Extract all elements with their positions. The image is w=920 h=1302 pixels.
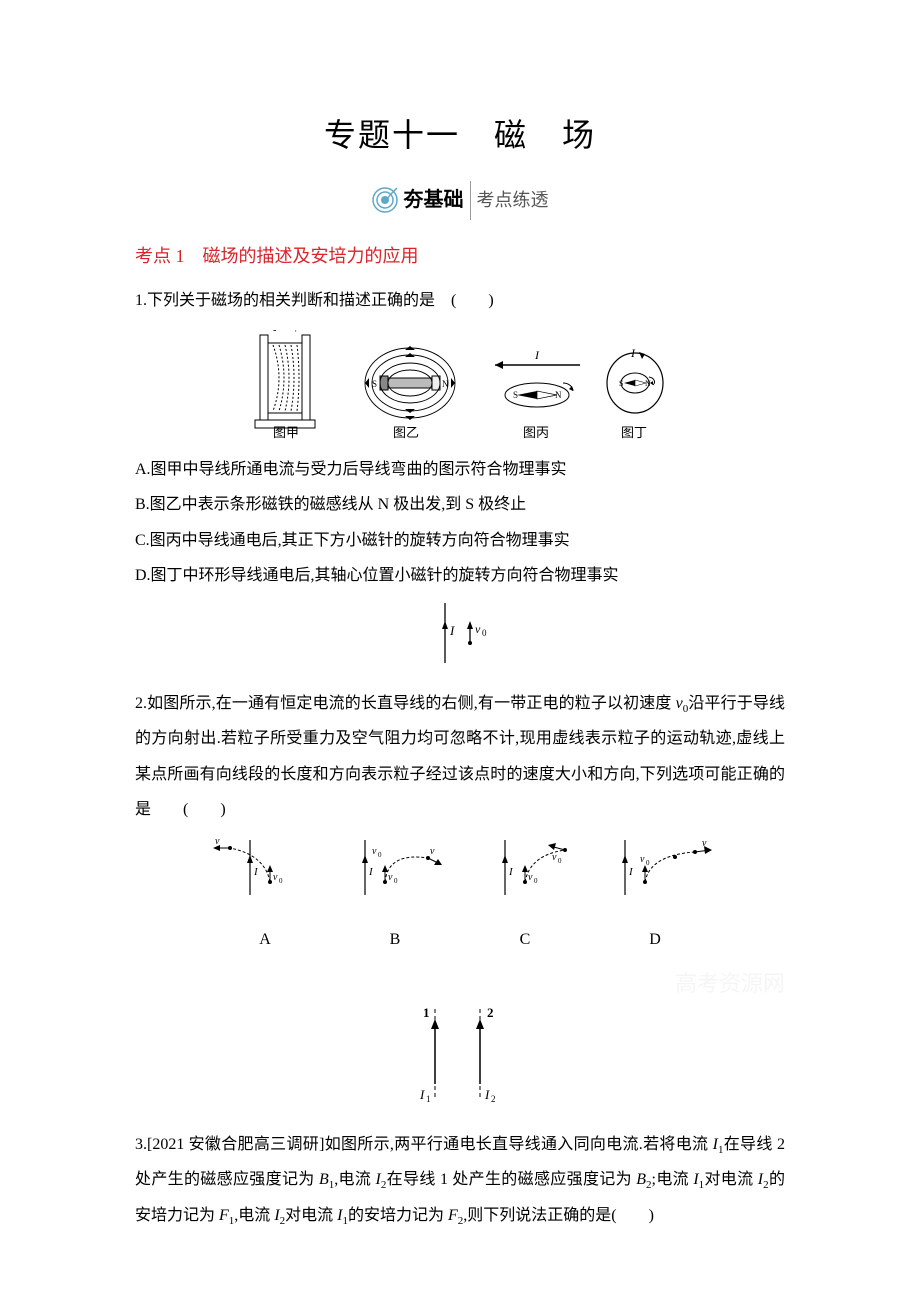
q2-label-b: B xyxy=(330,922,460,957)
svg-text:v: v xyxy=(215,836,220,847)
svg-text:0: 0 xyxy=(279,877,283,885)
q2-label-d: D xyxy=(590,922,720,957)
svg-text:+: + xyxy=(293,330,299,336)
page-title: 专题十一 磁 场 xyxy=(135,100,785,170)
svg-text:图乙: 图乙 xyxy=(393,425,419,440)
q1-option-a: A.图甲中导线所通电流与受力后导线弯曲的图示符合物理事实 xyxy=(135,452,785,487)
q2-stem-part1: 2.如图所示,在一通有恒定电流的长直导线的右侧,有一带正电的粒子以初速度 xyxy=(135,695,676,712)
svg-text:0: 0 xyxy=(482,628,487,638)
q3-stem: 3.[2021 安徽合肥高三调研]如图所示,两平行通电长直导线通入同向电流.若将… xyxy=(135,1127,785,1233)
svg-text:1: 1 xyxy=(423,1005,430,1020)
svg-text:N: N xyxy=(555,390,562,400)
svg-text:-: - xyxy=(273,330,276,336)
svg-text:N: N xyxy=(645,379,651,388)
svg-text:v: v xyxy=(528,872,533,883)
svg-text:I: I xyxy=(508,866,514,878)
q3-tail: ,则下列说法正确的是( ) xyxy=(463,1207,654,1224)
q2-label-c: C xyxy=(460,922,590,957)
svg-text:图甲: 图甲 xyxy=(273,425,299,440)
svg-text:v: v xyxy=(273,872,278,883)
q3-mid5: 对电流 xyxy=(704,1171,758,1188)
svg-text:v: v xyxy=(640,854,645,865)
svg-text:0: 0 xyxy=(646,859,650,867)
q1-option-c: C.图丙中导线通电后,其正下方小磁针的旋转方向符合物理事实 xyxy=(135,523,785,558)
q3-f1: F xyxy=(219,1207,229,1224)
q2-option-figures: I v 0 v I v 0 v 0 v xyxy=(135,835,785,957)
svg-text:I: I xyxy=(368,866,374,878)
q1-figures: - + 图甲 S N 图乙 xyxy=(135,330,785,440)
bullseye-icon xyxy=(372,187,398,213)
q3-b1: B xyxy=(319,1171,329,1188)
q3-mid6b: 的安培力记为 xyxy=(348,1207,448,1224)
svg-text:I: I xyxy=(253,866,259,878)
svg-text:I: I xyxy=(449,623,455,638)
q3-mid5b: 对电流 xyxy=(285,1207,337,1224)
svg-text:I: I xyxy=(419,1087,425,1102)
svg-text:2: 2 xyxy=(487,1005,494,1020)
q1-option-b: B.图乙中表示条形磁铁的磁感线从 N 极出发,到 S 极终止 xyxy=(135,487,785,522)
subtitle: 夯基础 考点练透 xyxy=(135,178,785,222)
q3-mid2: ,电流 xyxy=(334,1171,375,1188)
q2-label-a: A xyxy=(200,922,330,957)
svg-text:1: 1 xyxy=(426,1094,431,1104)
svg-text:S: S xyxy=(513,390,518,400)
svg-text:2: 2 xyxy=(491,1094,496,1104)
q3-figure: 1 I 1 2 I 2 xyxy=(135,999,785,1122)
q3-mid4: ;电流 xyxy=(652,1171,694,1188)
svg-text:0: 0 xyxy=(558,857,562,865)
q2-stem-figure: I v 0 xyxy=(135,603,785,681)
svg-text:v: v xyxy=(372,846,377,857)
q2-v0: v xyxy=(676,695,683,712)
subtitle-light: 考点练透 xyxy=(470,181,549,221)
svg-text:v: v xyxy=(475,622,481,636)
svg-text:0: 0 xyxy=(534,877,538,885)
q2-stem: 2.如图所示,在一通有恒定电流的长直导线的右侧,有一带正电的粒子以初速度 v0沿… xyxy=(135,686,785,827)
svg-text:S: S xyxy=(619,379,623,388)
svg-text:I: I xyxy=(484,1087,490,1102)
svg-text:图丁: 图丁 xyxy=(621,425,647,440)
q3-b2: B xyxy=(636,1171,646,1188)
q3-f2: F xyxy=(448,1207,458,1224)
svg-text:v: v xyxy=(388,872,393,883)
svg-text:v: v xyxy=(430,846,435,857)
svg-text:v: v xyxy=(552,852,557,863)
svg-text:0: 0 xyxy=(394,877,398,885)
q1-stem: 1.下列关于磁场的相关判断和描述正确的是 ( ) xyxy=(135,283,785,318)
svg-text:I: I xyxy=(534,348,540,362)
subtitle-bold: 夯基础 xyxy=(404,178,464,222)
svg-text:0: 0 xyxy=(378,851,382,859)
svg-text:v: v xyxy=(702,838,707,849)
q1-option-d: D.图丁中环形导线通电后,其轴心位置小磁针的旋转方向符合物理事实 xyxy=(135,558,785,593)
q3-mid3: 在导线 1 处产生的磁感应强度记为 xyxy=(386,1171,636,1188)
svg-text:I: I xyxy=(628,866,634,878)
svg-text:图丙: 图丙 xyxy=(523,425,549,440)
section-heading-1: 考点 1 磁场的描述及安培力的应用 xyxy=(135,237,785,277)
q3-mid2b: ,电流 xyxy=(234,1207,274,1224)
q2-option-labels: A B C D xyxy=(135,922,785,957)
q3-prefix: 3.[2021 安徽合肥高三调研]如图所示,两平行通电长直导线通入同向电流.若将… xyxy=(135,1136,713,1153)
